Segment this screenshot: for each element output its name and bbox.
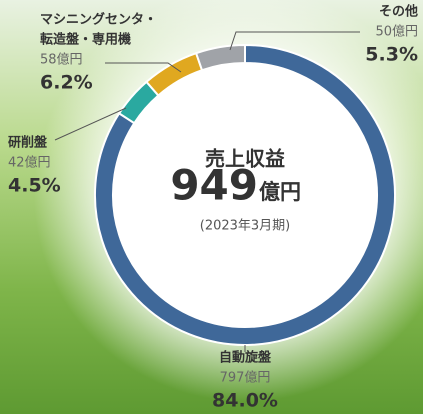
category-label: マシニングセンタ・ [40, 12, 157, 28]
category-label: その他 [379, 4, 418, 20]
total: 949 [170, 161, 258, 210]
total-unit: 億円 [259, 180, 301, 204]
value-label: 797億円 [220, 370, 271, 386]
value-label: 42億円 [8, 155, 51, 171]
leader-line [105, 62, 182, 73]
leader-line [229, 31, 360, 51]
percent-label: 5.3% [365, 44, 418, 66]
percent-label: 84.0% [212, 390, 278, 412]
donut-segment [94, 43, 396, 346]
donut-segment [194, 43, 246, 72]
percent-label: 6.2% [40, 72, 93, 94]
period: (2023年3月期) [200, 219, 291, 234]
value-label: 58億円 [40, 52, 83, 68]
leader-line [54, 107, 127, 141]
donut-center [104, 54, 386, 336]
ring [94, 43, 396, 346]
category-label: 研削盤 [8, 135, 48, 151]
category-label: 転造盤・専用機 [40, 32, 131, 48]
value-label: 50億円 [375, 24, 418, 40]
center-label: 売上収益 [205, 147, 285, 171]
category-label: 自動旋盤 [219, 350, 272, 366]
percent-label: 4.5% [8, 175, 61, 197]
